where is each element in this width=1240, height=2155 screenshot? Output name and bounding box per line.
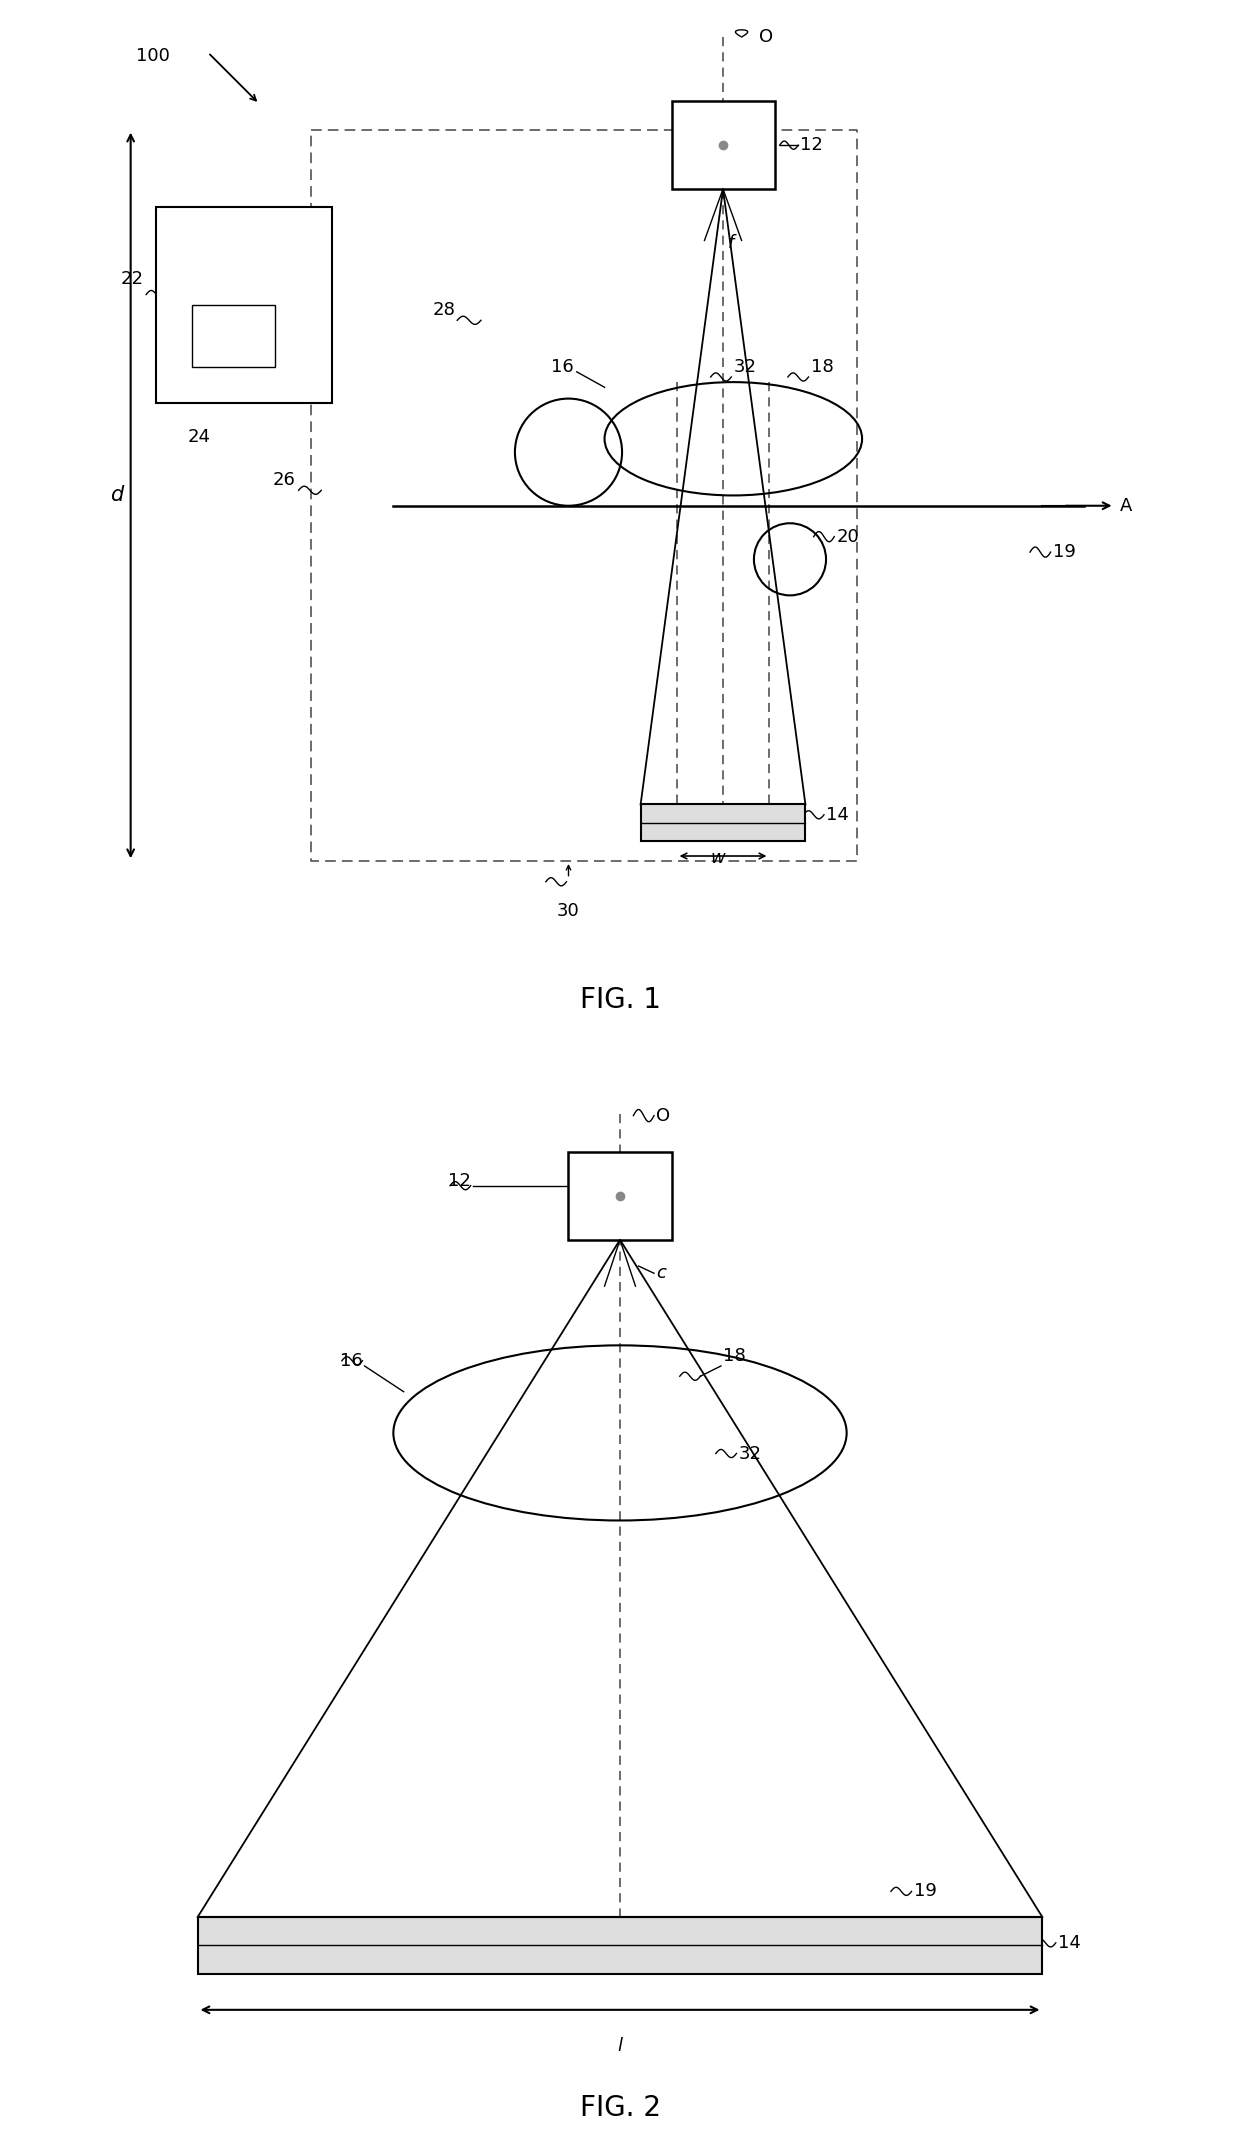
Text: f: f [728,235,734,252]
Bar [641,804,806,840]
Text: 32: 32 [739,1444,761,1463]
Text: 14: 14 [1058,1933,1081,1952]
Text: O: O [656,1108,670,1125]
Text: 22: 22 [122,269,144,289]
Text: 18: 18 [811,358,833,375]
Bar [197,1918,1043,1974]
Text: 24: 24 [187,429,211,446]
Text: w: w [711,849,725,866]
Text: 20: 20 [836,528,859,545]
Text: 19: 19 [914,1881,936,1901]
Bar [568,1153,672,1239]
Text: 19: 19 [1053,543,1075,560]
Text: 12: 12 [800,136,823,155]
Text: 30: 30 [557,903,580,920]
Text: FIG. 2: FIG. 2 [579,2095,661,2123]
Text: A: A [1120,498,1132,515]
Bar [192,304,275,366]
Text: l: l [618,2036,622,2056]
Text: 28: 28 [433,302,455,319]
Bar [156,207,331,403]
Text: 18: 18 [723,1347,745,1364]
Text: 16: 16 [340,1351,362,1371]
Text: 100: 100 [136,47,170,65]
Text: O: O [759,28,774,45]
Text: d: d [110,485,123,506]
Text: c: c [656,1265,666,1282]
Bar [672,101,775,190]
Text: 16: 16 [551,358,574,375]
Text: 14: 14 [826,806,849,823]
Text: 32: 32 [733,358,756,375]
Text: 12: 12 [448,1172,471,1190]
Text: 26: 26 [273,472,295,489]
Text: FIG. 1: FIG. 1 [579,987,661,1015]
